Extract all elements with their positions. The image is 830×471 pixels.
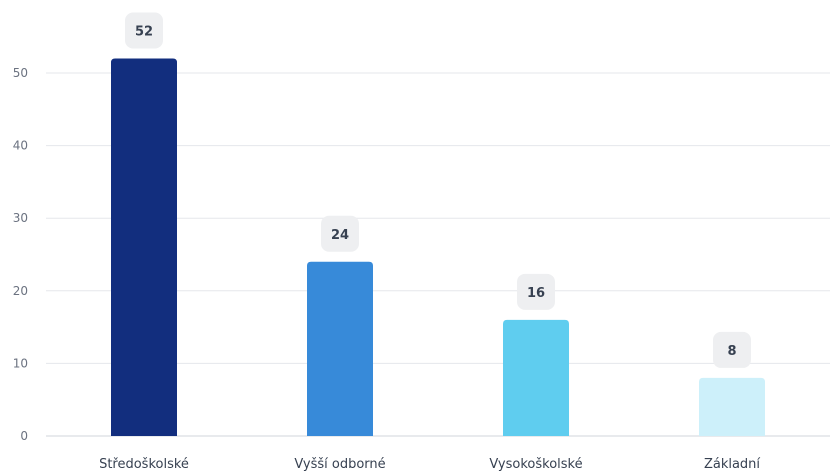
x-tick-label: Základní bbox=[704, 457, 760, 471]
data-label: 24 bbox=[331, 228, 349, 243]
bar[interactable] bbox=[307, 261, 373, 436]
y-tick-label: 20 bbox=[13, 284, 28, 298]
x-tick-label: Středoškolské bbox=[99, 457, 189, 471]
y-tick-label: 0 bbox=[20, 429, 28, 443]
data-label-badge bbox=[321, 215, 359, 252]
data-label-badge bbox=[517, 273, 555, 310]
x-tick-label: Vysokoškolské bbox=[489, 457, 582, 471]
y-tick-label: 50 bbox=[13, 66, 28, 80]
bar[interactable] bbox=[699, 377, 765, 436]
bar[interactable] bbox=[503, 319, 569, 436]
data-label: 52 bbox=[135, 24, 153, 39]
y-tick-label: 30 bbox=[13, 211, 28, 225]
data-label-badge bbox=[125, 12, 163, 49]
bar[interactable] bbox=[111, 58, 177, 436]
y-tick-label: 40 bbox=[13, 139, 28, 153]
data-label-badge bbox=[713, 331, 751, 368]
data-label: 16 bbox=[527, 286, 545, 301]
data-label: 8 bbox=[727, 344, 736, 359]
x-tick-label: Vyšší odborné bbox=[294, 457, 385, 471]
y-tick-label: 10 bbox=[13, 356, 28, 370]
